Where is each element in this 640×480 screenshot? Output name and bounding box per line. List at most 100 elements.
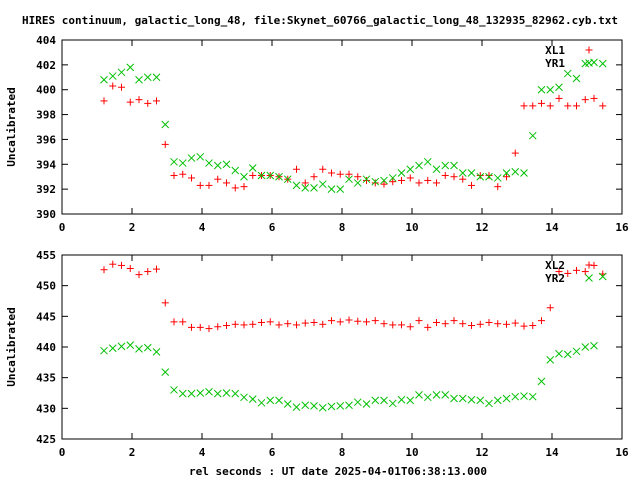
data-point (301, 319, 309, 327)
data-point (529, 102, 537, 110)
data-point (258, 318, 265, 326)
data-point (458, 394, 467, 403)
data-point (441, 171, 449, 179)
data-point (161, 299, 169, 307)
data-point (598, 59, 607, 68)
y-tick-label: 445 (36, 310, 56, 323)
legend-label: XL1 (545, 44, 565, 57)
data-point (213, 389, 222, 398)
data-point (178, 389, 187, 398)
data-point (406, 323, 414, 331)
data-point (371, 396, 380, 405)
y-tick-label: 450 (36, 280, 56, 293)
data-point (572, 74, 581, 83)
data-point (406, 174, 414, 182)
data-point (170, 318, 178, 326)
data-point (248, 164, 257, 172)
data-point (371, 177, 380, 186)
data-point (205, 387, 213, 396)
data-point (397, 169, 406, 177)
data-point (485, 171, 493, 179)
data-point (432, 165, 441, 174)
data-point (196, 389, 205, 397)
y-tick-label: 392 (36, 183, 56, 196)
data-point (389, 321, 397, 329)
data-point (293, 165, 300, 173)
data-point (100, 346, 108, 355)
data-point (345, 401, 353, 410)
data-point (179, 318, 187, 326)
data-point (327, 185, 336, 193)
data-point (266, 171, 275, 180)
data-point (248, 395, 257, 403)
data-point (222, 160, 231, 169)
data-point (109, 82, 117, 90)
y-tick-label: 440 (36, 341, 56, 354)
data-point (598, 272, 607, 281)
data-point (336, 170, 344, 178)
data-point (283, 175, 292, 184)
data-point (563, 69, 572, 78)
data-point (223, 179, 230, 187)
x-tick-label: 10 (405, 446, 418, 459)
data-point (249, 171, 257, 179)
data-point (564, 269, 572, 277)
data-point (450, 161, 458, 170)
data-point (538, 317, 545, 325)
y-tick-label: 402 (36, 59, 56, 72)
data-point (328, 169, 335, 177)
data-point (283, 400, 292, 408)
data-point (231, 320, 239, 328)
data-point (511, 319, 519, 327)
data-point (161, 120, 170, 129)
data-point (178, 159, 187, 167)
data-point (424, 176, 432, 184)
chart-title: HIRES continuum, galactic_long_48, file:… (22, 14, 618, 27)
legend-label: YR2 (545, 272, 565, 285)
series-xl2 (100, 260, 607, 333)
data-point (362, 400, 371, 408)
data-point (389, 178, 397, 186)
data-point (118, 83, 125, 91)
data-point (144, 99, 152, 107)
data-point (450, 173, 458, 181)
y-axis-label: Uncalibrated (5, 307, 18, 386)
data-point (118, 261, 125, 269)
data-point (503, 173, 510, 181)
x-tick-label: 0 (59, 221, 66, 234)
y-axis-label: Uncalibrated (5, 87, 18, 166)
x-tick-label: 12 (475, 446, 488, 459)
data-point (345, 316, 353, 324)
data-point (502, 394, 511, 403)
data-point (441, 161, 450, 170)
data-point (371, 317, 379, 325)
data-point (581, 268, 589, 276)
data-point (231, 166, 240, 175)
data-point (397, 395, 406, 404)
data-point (196, 323, 204, 331)
data-point (188, 323, 195, 331)
data-point (581, 96, 589, 104)
data-point (450, 394, 458, 403)
data-point (520, 169, 528, 177)
data-point (476, 320, 484, 328)
series-yr2 (100, 272, 607, 412)
data-point (380, 396, 388, 405)
data-point (143, 73, 152, 82)
data-point (494, 183, 502, 191)
data-point (153, 97, 160, 105)
x-tick-label: 4 (199, 446, 206, 459)
data-point (537, 85, 546, 94)
data-point (240, 321, 248, 329)
data-point (231, 184, 239, 192)
data-point (310, 402, 318, 410)
data-point (205, 181, 213, 189)
data-point (135, 271, 143, 279)
data-point (144, 268, 152, 276)
series-yr1 (100, 58, 607, 193)
x-tick-label: 10 (405, 221, 418, 234)
legend-marker (585, 261, 593, 269)
data-point (520, 322, 528, 330)
x-tick-label: 2 (129, 221, 136, 234)
data-point (511, 167, 520, 176)
